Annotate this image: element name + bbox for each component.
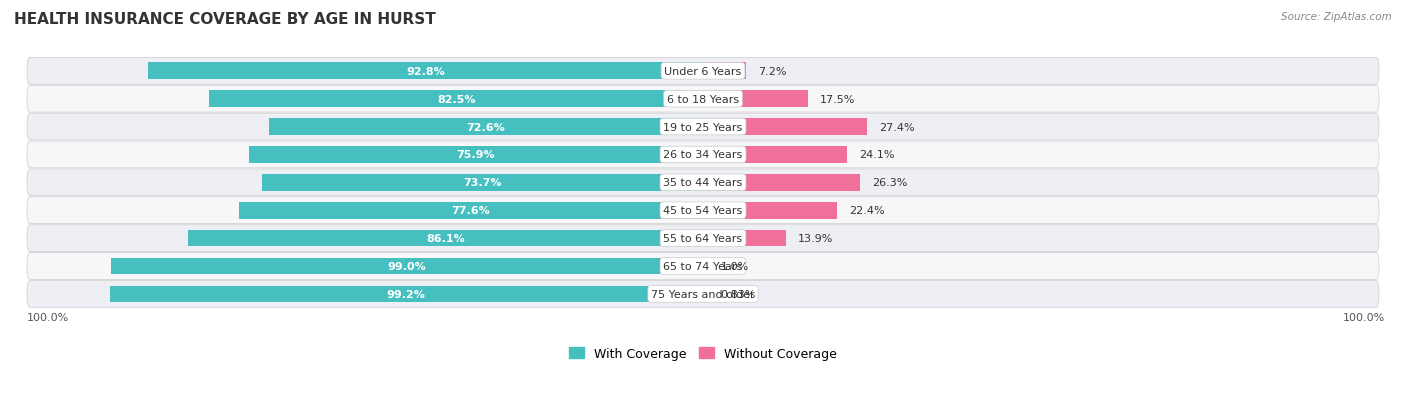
Text: Source: ZipAtlas.com: Source: ZipAtlas.com (1281, 12, 1392, 22)
Text: 26.3%: 26.3% (872, 178, 908, 188)
Bar (703, 147, 848, 164)
FancyBboxPatch shape (27, 225, 1379, 252)
Text: 45 to 54 Years: 45 to 54 Years (664, 206, 742, 216)
Text: 17.5%: 17.5% (820, 95, 855, 104)
Bar (703, 91, 807, 108)
Text: 86.1%: 86.1% (426, 234, 465, 244)
Text: 82.5%: 82.5% (437, 95, 475, 104)
Bar (262, 175, 703, 191)
FancyBboxPatch shape (27, 253, 1379, 280)
Bar (703, 230, 786, 247)
Text: 77.6%: 77.6% (451, 206, 491, 216)
FancyBboxPatch shape (27, 197, 1379, 224)
Bar (188, 230, 703, 247)
Text: 65 to 74 Years: 65 to 74 Years (664, 261, 742, 271)
FancyBboxPatch shape (27, 281, 1379, 308)
Text: 100.0%: 100.0% (1343, 312, 1385, 322)
Bar (703, 202, 837, 219)
Bar (269, 119, 703, 135)
Text: 75.9%: 75.9% (457, 150, 495, 160)
FancyBboxPatch shape (27, 142, 1379, 169)
Bar (239, 202, 703, 219)
Text: 0.83%: 0.83% (720, 289, 755, 299)
FancyBboxPatch shape (27, 170, 1379, 196)
Text: 75 Years and older: 75 Years and older (651, 289, 755, 299)
Bar (110, 286, 703, 303)
Text: Under 6 Years: Under 6 Years (665, 66, 741, 76)
Bar (703, 286, 709, 303)
FancyBboxPatch shape (27, 58, 1379, 85)
Bar (148, 63, 703, 80)
Text: 35 to 44 Years: 35 to 44 Years (664, 178, 742, 188)
Bar (111, 258, 703, 275)
Bar (209, 91, 703, 108)
Text: 92.8%: 92.8% (406, 66, 444, 76)
Text: 1.0%: 1.0% (721, 261, 749, 271)
Text: 99.2%: 99.2% (387, 289, 426, 299)
Text: 19 to 25 Years: 19 to 25 Years (664, 122, 742, 132)
FancyBboxPatch shape (27, 114, 1379, 140)
Text: 6 to 18 Years: 6 to 18 Years (666, 95, 740, 104)
Legend: With Coverage, Without Coverage: With Coverage, Without Coverage (564, 342, 842, 365)
Text: 55 to 64 Years: 55 to 64 Years (664, 234, 742, 244)
Text: 22.4%: 22.4% (849, 206, 884, 216)
Text: 24.1%: 24.1% (859, 150, 894, 160)
Bar (703, 175, 860, 191)
Text: 13.9%: 13.9% (799, 234, 834, 244)
FancyBboxPatch shape (27, 86, 1379, 113)
Text: 100.0%: 100.0% (27, 312, 69, 322)
Text: 73.7%: 73.7% (464, 178, 502, 188)
Bar (703, 119, 868, 135)
Text: 99.0%: 99.0% (388, 261, 426, 271)
Bar (249, 147, 703, 164)
Text: 27.4%: 27.4% (879, 122, 914, 132)
Text: 7.2%: 7.2% (758, 66, 786, 76)
Bar (703, 258, 709, 275)
Text: 72.6%: 72.6% (467, 122, 505, 132)
Text: 26 to 34 Years: 26 to 34 Years (664, 150, 742, 160)
Bar (703, 63, 747, 80)
Text: HEALTH INSURANCE COVERAGE BY AGE IN HURST: HEALTH INSURANCE COVERAGE BY AGE IN HURS… (14, 12, 436, 27)
